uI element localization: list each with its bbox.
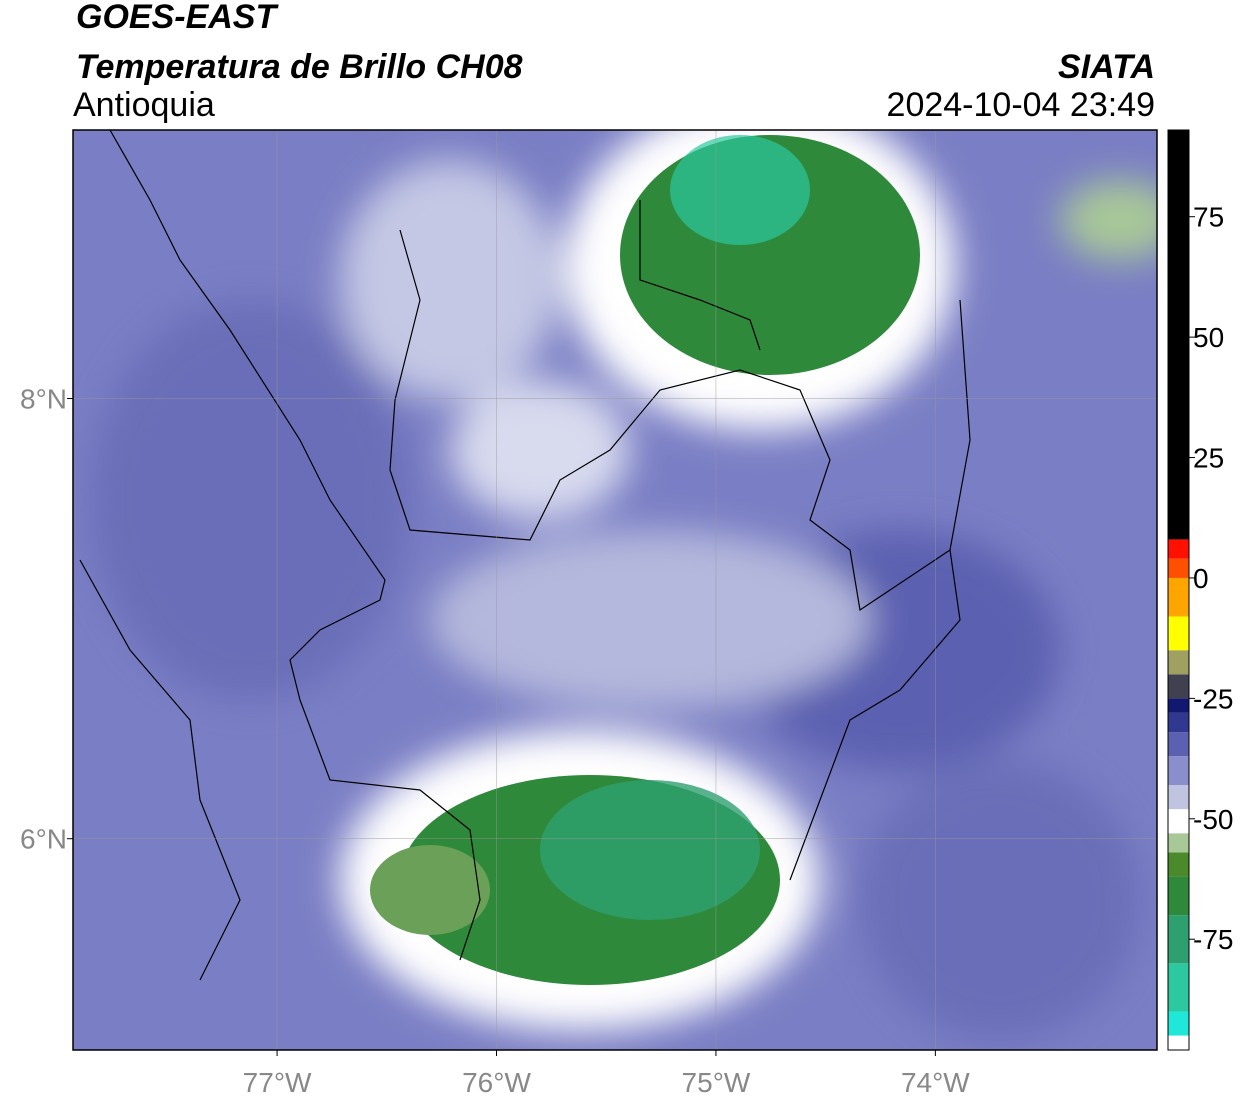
colorbar-segment — [1168, 558, 1189, 578]
colorbar-tick-label: -75 — [1193, 924, 1233, 955]
y-tick-label: 6°N — [20, 824, 67, 855]
colorbar-segment — [1168, 756, 1189, 786]
title: GOES-EAST — [76, 0, 279, 36]
satellite-image — [73, 130, 1157, 1050]
colorbar-segment — [1168, 963, 1189, 1012]
colorbar-segment — [1168, 809, 1189, 834]
colorbar-tick-label: 25 — [1193, 443, 1224, 474]
colorbar-segment — [1168, 732, 1189, 757]
colorbar-tick-label: 75 — [1193, 202, 1224, 233]
colorbar-segment — [1168, 1011, 1189, 1036]
colorbar-frame — [1167, 129, 1190, 1051]
colorbar-segment — [1168, 698, 1189, 713]
colorbar-segment — [1168, 674, 1189, 699]
x-tick-label: 75°W — [682, 1067, 751, 1098]
colorbar-tick-label: 0 — [1193, 563, 1209, 594]
colorbar-segment — [1168, 915, 1189, 964]
x-tick-label: 77°W — [243, 1067, 312, 1098]
colorbar-segment — [1168, 785, 1189, 810]
colorbar-tick-label: -50 — [1193, 804, 1233, 835]
colorbar-segment — [1168, 1035, 1189, 1050]
map-frame — [72, 129, 1158, 1051]
colorbar-segment — [1168, 616, 1189, 651]
x-tick-label: 74°W — [901, 1067, 970, 1098]
colorbar-segment — [1168, 577, 1189, 617]
region: Antioquia — [73, 86, 215, 124]
colorbar-tick-label: -25 — [1193, 683, 1233, 714]
colorbar-segment — [1168, 712, 1189, 733]
datetime: 2024-10-04 23:49 — [887, 86, 1155, 124]
colorbar-segment — [1168, 852, 1189, 877]
colorbar-tick-label: 50 — [1193, 322, 1224, 353]
colorbar-segment — [1168, 539, 1189, 559]
colorbar-segment — [1168, 833, 1189, 853]
colorbar-segment — [1168, 650, 1189, 675]
colorbar-segment — [1168, 876, 1189, 916]
x-tick-label: 76°W — [462, 1067, 531, 1098]
colorbar-segment — [1168, 130, 1189, 540]
subtitle: Temperatura de Brillo CH08 — [76, 48, 523, 86]
y-tick-label: 8°N — [20, 384, 67, 415]
source: SIATA — [1058, 48, 1155, 86]
